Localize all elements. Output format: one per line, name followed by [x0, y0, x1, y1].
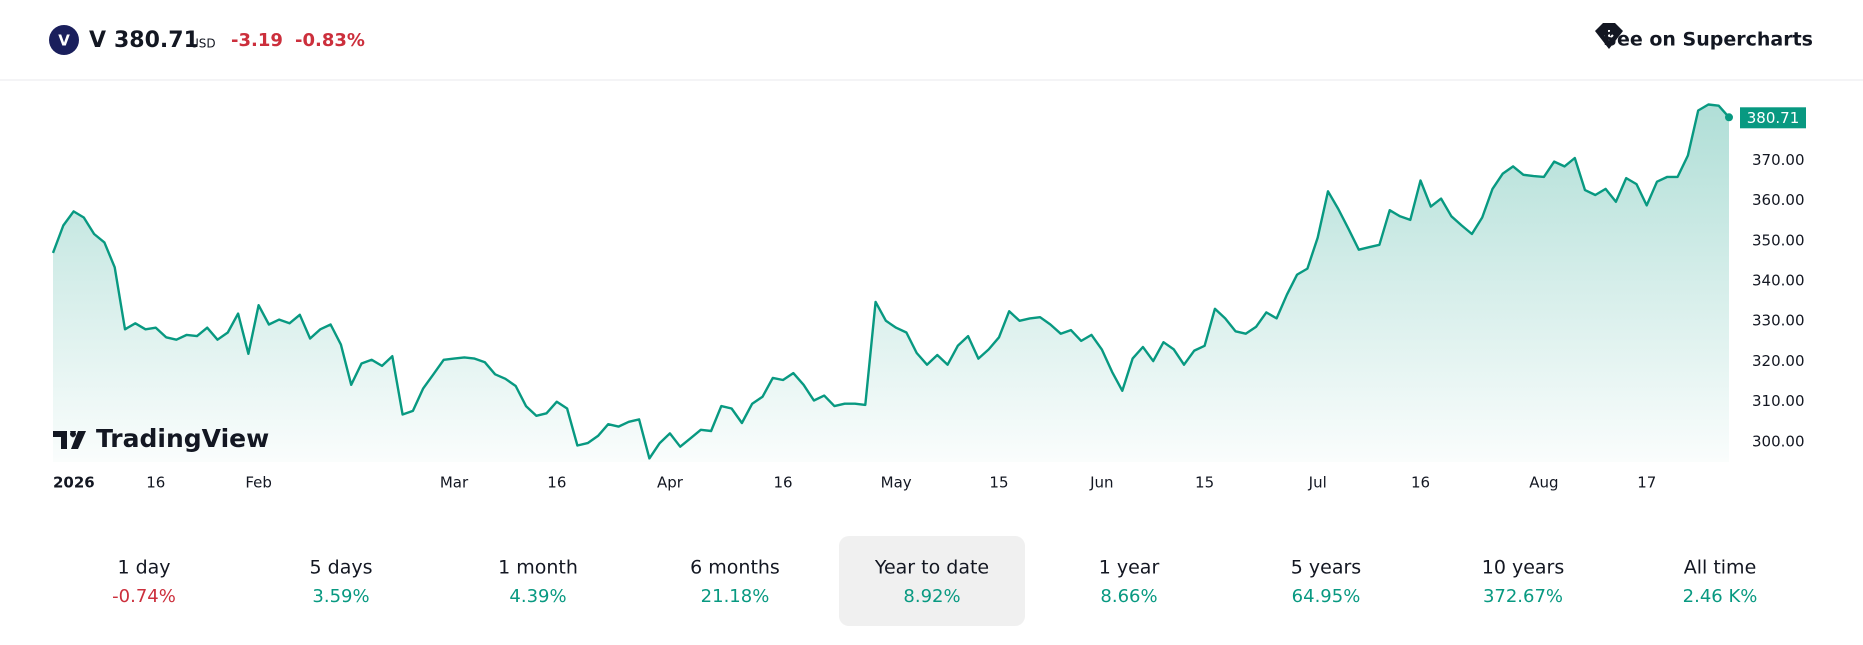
- watermark: TradingView: [53, 424, 269, 453]
- x-tick-label: Jul: [1308, 474, 1327, 492]
- period-change[interactable]: -0.74%: [112, 586, 176, 607]
- last-price-tag: [1740, 107, 1806, 129]
- period-tab[interactable]: 1 year 8.66%: [1099, 557, 1160, 608]
- watermark-text: TradingView: [96, 424, 269, 453]
- period-label[interactable]: 5 days: [310, 557, 373, 579]
- period-tab[interactable]: 5 days 3.59%: [310, 557, 373, 608]
- area-fill: [53, 104, 1729, 462]
- price-line: [51, 103, 1730, 460]
- symbol-logo: [49, 25, 79, 55]
- last-price-label: 380.71: [1747, 109, 1800, 127]
- period-change[interactable]: 8.66%: [1100, 586, 1157, 607]
- currency: USD: [190, 37, 216, 51]
- x-tick-label: May: [881, 474, 912, 492]
- change-percent: -0.83%: [295, 30, 365, 51]
- x-tick-label: 17: [1637, 474, 1656, 492]
- period-change[interactable]: 3.59%: [312, 586, 369, 607]
- period-change[interactable]: 2.46 K%: [1683, 586, 1758, 607]
- period-tab[interactable]: 1 day -0.74%: [112, 557, 176, 608]
- x-tick-label: 16: [1411, 474, 1430, 492]
- selected-tab-bg: [839, 536, 1025, 626]
- x-tick-label: Aug: [1529, 474, 1558, 492]
- period-tab[interactable]: 5 years 64.95%: [1291, 557, 1361, 608]
- period-tab[interactable]: Year to date 8.92%: [839, 536, 1025, 626]
- y-tick-label: 360.00: [1752, 191, 1805, 209]
- symbol: V: [89, 28, 106, 53]
- header: V V 380.71 USD -3.19 -0.83% See on Super…: [49, 23, 1813, 55]
- period-change[interactable]: 8.92%: [903, 586, 960, 607]
- link-text[interactable]: See on Supercharts: [1603, 29, 1813, 51]
- period-change[interactable]: 64.95%: [1292, 586, 1361, 607]
- period-tab[interactable]: 10 years 372.67%: [1482, 557, 1565, 608]
- y-tick-label: 310.00: [1752, 392, 1805, 410]
- period-label[interactable]: 5 years: [1291, 557, 1361, 579]
- y-tick-label: 320.00: [1752, 352, 1805, 370]
- x-tick-label: Apr: [657, 474, 684, 492]
- x-tick-label: 15: [989, 474, 1008, 492]
- period-tab[interactable]: 6 months 21.18%: [690, 557, 780, 608]
- y-tick-label: 350.00: [1752, 231, 1805, 249]
- x-tick-label: Feb: [245, 474, 272, 492]
- supercharts-link[interactable]: See on Supercharts: [1595, 23, 1813, 51]
- period-tab[interactable]: 1 month 4.39%: [498, 557, 578, 608]
- watermark-icon: [53, 431, 76, 449]
- last-point: [1725, 113, 1733, 122]
- period-label[interactable]: 6 months: [690, 557, 780, 579]
- price: 380.71: [114, 28, 199, 53]
- x-tick-label: 16: [773, 474, 792, 492]
- x-tick-label: 16: [547, 474, 566, 492]
- period-label[interactable]: 10 years: [1482, 557, 1565, 579]
- y-tick-label: 370.00: [1752, 151, 1805, 169]
- x-tick-label: 16: [146, 474, 165, 492]
- x-tick-label: 15: [1195, 474, 1214, 492]
- link-icon-arrow: [1604, 30, 1614, 41]
- period-label[interactable]: All time: [1684, 557, 1757, 579]
- watermark-icon-dot: [70, 431, 76, 437]
- y-tick-label: 340.00: [1752, 272, 1805, 290]
- symbol-logo-letter: V: [58, 32, 70, 50]
- period-label[interactable]: Year to date: [874, 557, 989, 579]
- x-tick-label: Jun: [1089, 474, 1113, 492]
- change: -3.19: [231, 30, 283, 51]
- plot: 300.00 310.00 320.00 330.00 340.00 350.00 360.…: [51, 103, 1806, 492]
- period-tab[interactable]: All time 2.46 K%: [1683, 557, 1758, 608]
- period-label[interactable]: 1 month: [498, 557, 578, 579]
- x-tick-label: 2026: [53, 474, 95, 492]
- period-change[interactable]: 4.39%: [509, 586, 566, 607]
- period-label[interactable]: 1 day: [117, 557, 170, 579]
- x-tick-label: Mar: [440, 474, 469, 492]
- period-label[interactable]: 1 year: [1099, 557, 1160, 579]
- period-tabs: 1 day -0.74% 5 days 3.59% 1 month 4.39% 6 mont…: [112, 536, 1757, 626]
- y-tick-label: 300.00: [1752, 432, 1805, 450]
- y-tick-label: 330.00: [1752, 312, 1805, 330]
- period-change[interactable]: 372.67%: [1483, 586, 1563, 607]
- period-change[interactable]: 21.18%: [701, 586, 770, 607]
- watermark-icon-slash: [71, 431, 86, 449]
